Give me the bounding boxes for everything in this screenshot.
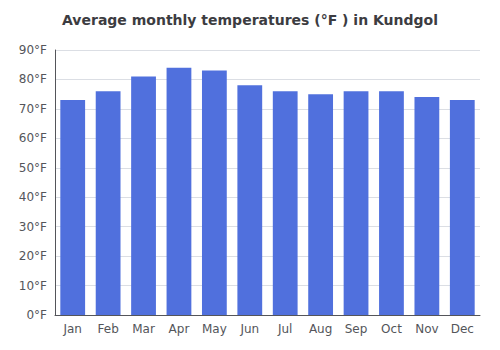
svg-text:10°F: 10°F [19,279,47,293]
svg-text:Aug: Aug [309,322,332,336]
svg-text:0°F: 0°F [26,308,47,322]
svg-text:Dec: Dec [451,322,474,336]
svg-text:90°F: 90°F [19,43,47,57]
svg-text:Feb: Feb [98,322,119,336]
svg-text:Jul: Jul [277,322,292,336]
svg-text:Apr: Apr [169,322,190,336]
svg-text:30°F: 30°F [19,220,47,234]
svg-text:Jun: Jun [239,322,259,336]
svg-text:60°F: 60°F [19,131,47,145]
svg-text:80°F: 80°F [19,72,47,86]
svg-text:Jan: Jan [62,322,82,336]
svg-text:Oct: Oct [381,322,402,336]
svg-text:20°F: 20°F [19,249,47,263]
svg-text:Sep: Sep [345,322,368,336]
svg-text:Average monthly temperatures (: Average monthly temperatures (°F ) in Ku… [62,12,438,28]
svg-text:Nov: Nov [415,322,438,336]
svg-text:40°F: 40°F [19,190,47,204]
svg-text:70°F: 70°F [19,102,47,116]
svg-text:50°F: 50°F [19,161,47,175]
svg-text:Mar: Mar [132,322,155,336]
svg-text:May: May [202,322,227,336]
